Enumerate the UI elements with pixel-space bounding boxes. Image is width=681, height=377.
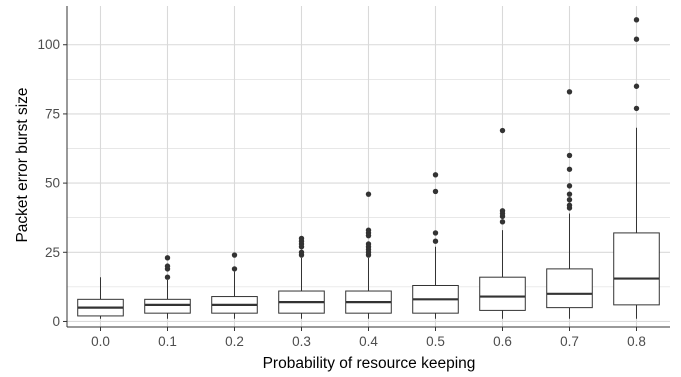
outlier-point xyxy=(365,241,372,247)
box-0.0 xyxy=(77,277,124,319)
outlier-point xyxy=(298,235,305,242)
outlier-point xyxy=(633,17,640,23)
outlier-point xyxy=(566,89,573,95)
x-tick-label: 0.6 xyxy=(493,334,512,349)
box-0.3 xyxy=(278,235,325,319)
x-tick-label: 0.1 xyxy=(158,334,177,349)
outlier-point xyxy=(298,249,305,255)
x-tick-label: 0.3 xyxy=(292,334,311,349)
outlier-point xyxy=(499,219,506,225)
box-0.8 xyxy=(613,17,660,319)
outlier-point xyxy=(365,227,372,233)
box-0.6 xyxy=(479,127,526,319)
outlier-point xyxy=(432,230,439,236)
outlier-point xyxy=(633,83,640,89)
outlier-point xyxy=(365,191,372,197)
x-tick-label: 0.7 xyxy=(560,334,579,349)
outlier-point xyxy=(566,152,573,159)
outlier-point xyxy=(432,238,439,244)
outlier-point xyxy=(432,188,439,195)
x-tick-label: 0.0 xyxy=(91,334,110,349)
outlier-point xyxy=(231,252,238,258)
x-axis-title: Probability of resource keeping xyxy=(263,355,476,372)
outlier-point xyxy=(164,263,171,269)
x-tick-label: 0.2 xyxy=(225,334,244,349)
box-0.4 xyxy=(345,191,392,319)
iqr-box xyxy=(144,298,191,314)
outlier-point xyxy=(566,197,573,203)
outlier-point xyxy=(633,105,640,112)
y-tick-label: 50 xyxy=(45,176,60,191)
y-tick-label: 75 xyxy=(45,106,60,121)
iqr-box xyxy=(613,232,660,306)
outlier-point xyxy=(499,127,506,134)
outlier-point xyxy=(432,172,439,178)
box-0.2 xyxy=(211,252,258,319)
outlier-point xyxy=(231,266,238,272)
outlier-point xyxy=(164,255,171,261)
outlier-point xyxy=(566,202,573,208)
x-tick-label: 0.4 xyxy=(359,334,378,349)
box-0.1 xyxy=(144,255,191,319)
y-tick-label: 0 xyxy=(52,314,60,329)
outlier-point xyxy=(164,274,171,280)
outlier-point xyxy=(566,183,573,189)
y-tick-label: 25 xyxy=(45,245,60,260)
iqr-box xyxy=(479,276,526,311)
x-tick-label: 0.8 xyxy=(627,334,646,349)
x-tick-label: 0.5 xyxy=(426,334,445,349)
box-0.5 xyxy=(412,172,459,319)
outlier-point xyxy=(499,208,506,214)
outlier-point xyxy=(566,166,573,172)
box-0.7 xyxy=(546,89,593,319)
box-layer xyxy=(77,17,660,319)
iqr-box xyxy=(546,268,593,309)
outlier-point xyxy=(566,191,573,197)
y-axis-title: Packet error burst size xyxy=(14,87,31,242)
y-tick-label: 100 xyxy=(37,37,60,52)
tick-layer: 0 25 50 75 100 0.0 0.1 0.2 0.3 0.4 0.5 0.6 0.7 0.8 xyxy=(37,37,645,349)
outlier-point xyxy=(633,36,640,42)
